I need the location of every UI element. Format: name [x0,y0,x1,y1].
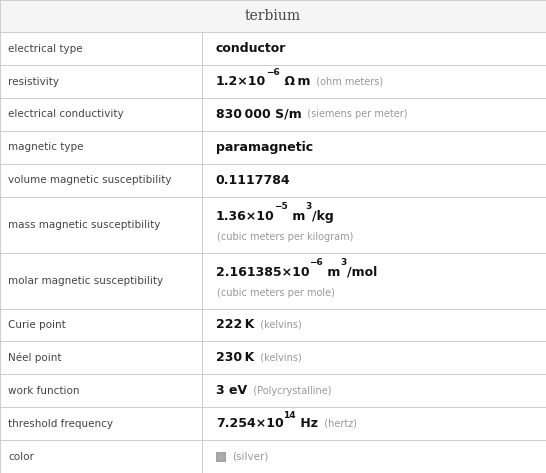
Text: resistivity: resistivity [8,77,59,87]
Text: (cubic meters per mole): (cubic meters per mole) [217,288,335,298]
Text: magnetic type: magnetic type [8,142,84,152]
Text: Curie point: Curie point [8,320,66,330]
Text: (kelvins): (kelvins) [254,353,302,363]
Text: 3: 3 [340,258,347,267]
Text: Ω m: Ω m [280,75,310,88]
Text: 1.36×10: 1.36×10 [216,210,275,223]
Text: terbium: terbium [245,9,301,23]
Text: work function: work function [8,386,80,396]
Text: (Polycrystalline): (Polycrystalline) [247,386,331,396]
Text: −5: −5 [275,202,288,211]
Text: mass magnetic susceptibility: mass magnetic susceptibility [8,219,161,229]
Text: electrical type: electrical type [8,44,83,53]
Text: Néel point: Néel point [8,352,62,363]
Text: (cubic meters per kilogram): (cubic meters per kilogram) [217,232,354,242]
Text: 7.254×10: 7.254×10 [216,417,283,430]
Text: 222 K: 222 K [216,318,254,332]
Text: −6: −6 [266,69,280,78]
Text: (ohm meters): (ohm meters) [310,77,383,87]
Text: (siemens per meter): (siemens per meter) [301,109,408,119]
Text: (silver): (silver) [232,452,269,462]
Text: paramagnetic: paramagnetic [216,141,313,154]
Text: Hz: Hz [296,417,318,430]
Text: conductor: conductor [216,42,286,55]
Text: /mol: /mol [347,266,377,279]
Bar [216,452,225,461]
Text: 230 K: 230 K [216,351,254,364]
Text: /kg: /kg [312,210,334,223]
Text: volume magnetic susceptibility: volume magnetic susceptibility [8,175,171,185]
Text: 2.161385×10: 2.161385×10 [216,266,309,279]
Text: (kelvins): (kelvins) [254,320,302,330]
Text: molar magnetic susceptibility: molar magnetic susceptibility [8,276,163,286]
Text: −6: −6 [309,258,323,267]
Text: (hertz): (hertz) [318,419,357,429]
Text: m: m [323,266,340,279]
Text: 0.1117784: 0.1117784 [216,174,290,187]
Text: m: m [288,210,306,223]
Text: electrical conductivity: electrical conductivity [8,109,124,119]
Text: 3: 3 [306,202,312,211]
Text: threshold frequency: threshold frequency [8,419,113,429]
Text: color: color [8,452,34,462]
Text: 3 eV: 3 eV [216,384,247,397]
Text: 830 000 S/m: 830 000 S/m [216,108,301,121]
Bar [0,0,546,32]
Text: 14: 14 [283,411,296,420]
Text: 1.2×10: 1.2×10 [216,75,266,88]
